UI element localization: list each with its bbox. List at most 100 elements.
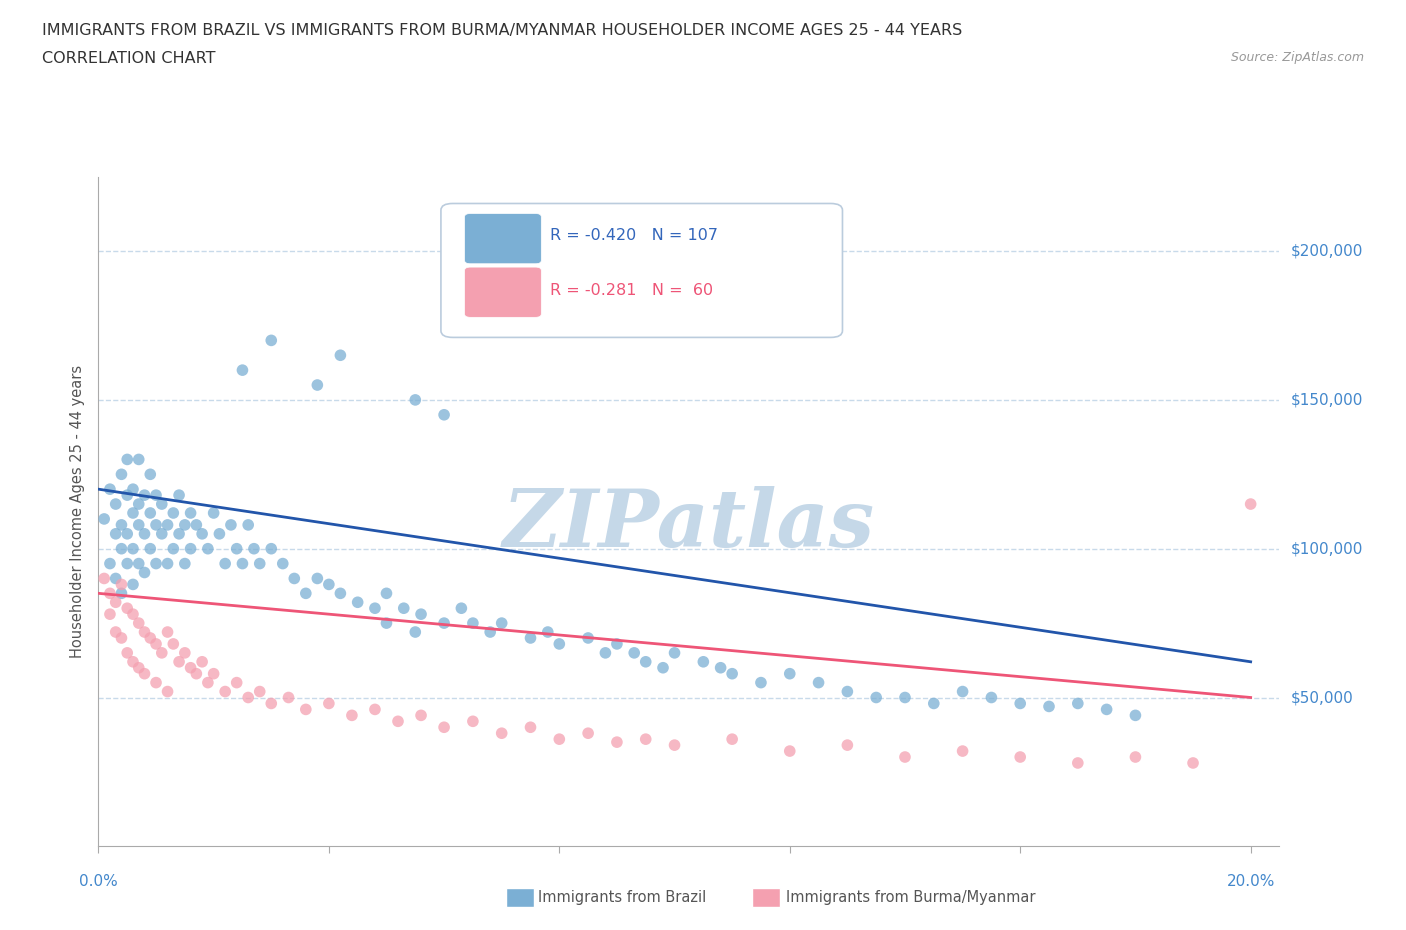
- Point: [104, 526, 127, 541]
- Text: $50,000: $50,000: [1291, 690, 1354, 705]
- Point: [307, 571, 329, 586]
- Point: [134, 565, 156, 580]
- Point: [1010, 696, 1032, 711]
- Point: [110, 577, 132, 591]
- Point: [128, 497, 150, 512]
- Point: [197, 541, 219, 556]
- Point: [837, 684, 859, 699]
- Point: [634, 732, 657, 747]
- Point: [277, 690, 299, 705]
- Point: [128, 452, 150, 467]
- Point: [1095, 702, 1118, 717]
- Point: [219, 517, 242, 532]
- Point: [652, 660, 675, 675]
- Text: IMMIGRANTS FROM BRAZIL VS IMMIGRANTS FROM BURMA/MYANMAR HOUSEHOLDER INCOME AGES : IMMIGRANTS FROM BRAZIL VS IMMIGRANTS FRO…: [42, 23, 963, 38]
- Point: [260, 333, 283, 348]
- Point: [150, 645, 173, 660]
- Point: [249, 684, 271, 699]
- Point: [180, 541, 202, 556]
- Point: [145, 675, 167, 690]
- Point: [134, 666, 156, 681]
- Point: [238, 517, 260, 532]
- Point: [461, 714, 484, 729]
- Point: [134, 487, 156, 502]
- Point: [623, 645, 645, 660]
- Point: [145, 636, 167, 651]
- Point: [139, 506, 162, 521]
- Point: [115, 556, 138, 571]
- Point: [692, 655, 714, 670]
- Point: [461, 616, 484, 631]
- Point: [548, 732, 571, 747]
- Point: [156, 625, 179, 640]
- Text: R = -0.281   N =  60: R = -0.281 N = 60: [550, 283, 713, 298]
- Point: [225, 675, 247, 690]
- Point: [134, 625, 156, 640]
- Point: [364, 601, 387, 616]
- Point: [894, 750, 917, 764]
- Point: [134, 526, 156, 541]
- Point: [139, 541, 162, 556]
- Point: [191, 655, 214, 670]
- Point: [1125, 708, 1147, 723]
- Point: [122, 577, 145, 591]
- Point: [779, 744, 801, 759]
- Point: [952, 744, 974, 759]
- Point: [491, 616, 513, 631]
- Text: 0.0%: 0.0%: [79, 874, 118, 889]
- Point: [721, 666, 744, 681]
- Point: [450, 601, 472, 616]
- Text: 20.0%: 20.0%: [1226, 874, 1275, 889]
- Point: [519, 720, 541, 735]
- Point: [576, 725, 599, 740]
- Point: [173, 517, 195, 532]
- Point: [519, 631, 541, 645]
- Point: [1125, 750, 1147, 764]
- Point: [110, 586, 132, 601]
- Point: [122, 506, 145, 521]
- Point: [150, 526, 173, 541]
- Point: [180, 660, 202, 675]
- Point: [122, 541, 145, 556]
- Point: [664, 645, 686, 660]
- Point: [115, 601, 138, 616]
- Point: [606, 735, 628, 750]
- Point: [128, 660, 150, 675]
- Point: [110, 541, 132, 556]
- Point: [283, 571, 305, 586]
- Point: [375, 616, 398, 631]
- Point: [104, 625, 127, 640]
- Point: [167, 655, 190, 670]
- Point: [548, 636, 571, 651]
- Point: [173, 556, 195, 571]
- Point: [1038, 699, 1060, 714]
- Point: [110, 631, 132, 645]
- Point: [202, 506, 225, 521]
- Point: [980, 690, 1002, 705]
- Point: [479, 625, 502, 640]
- Point: [128, 616, 150, 631]
- Point: [346, 595, 368, 610]
- Text: R = -0.420   N = 107: R = -0.420 N = 107: [550, 228, 717, 243]
- Point: [225, 541, 247, 556]
- Point: [749, 675, 772, 690]
- Point: [202, 666, 225, 681]
- Point: [186, 517, 208, 532]
- Point: [710, 660, 733, 675]
- Point: [128, 556, 150, 571]
- Point: [491, 725, 513, 740]
- Point: [115, 526, 138, 541]
- Point: [214, 684, 236, 699]
- Point: [104, 595, 127, 610]
- Point: [115, 645, 138, 660]
- Point: [98, 606, 121, 621]
- Point: [238, 690, 260, 705]
- Point: [156, 684, 179, 699]
- Text: ZIPatlas: ZIPatlas: [503, 486, 875, 564]
- Point: [433, 407, 456, 422]
- Point: [104, 497, 127, 512]
- Point: [145, 487, 167, 502]
- Point: [576, 631, 599, 645]
- Text: $200,000: $200,000: [1291, 244, 1362, 259]
- Point: [634, 655, 657, 670]
